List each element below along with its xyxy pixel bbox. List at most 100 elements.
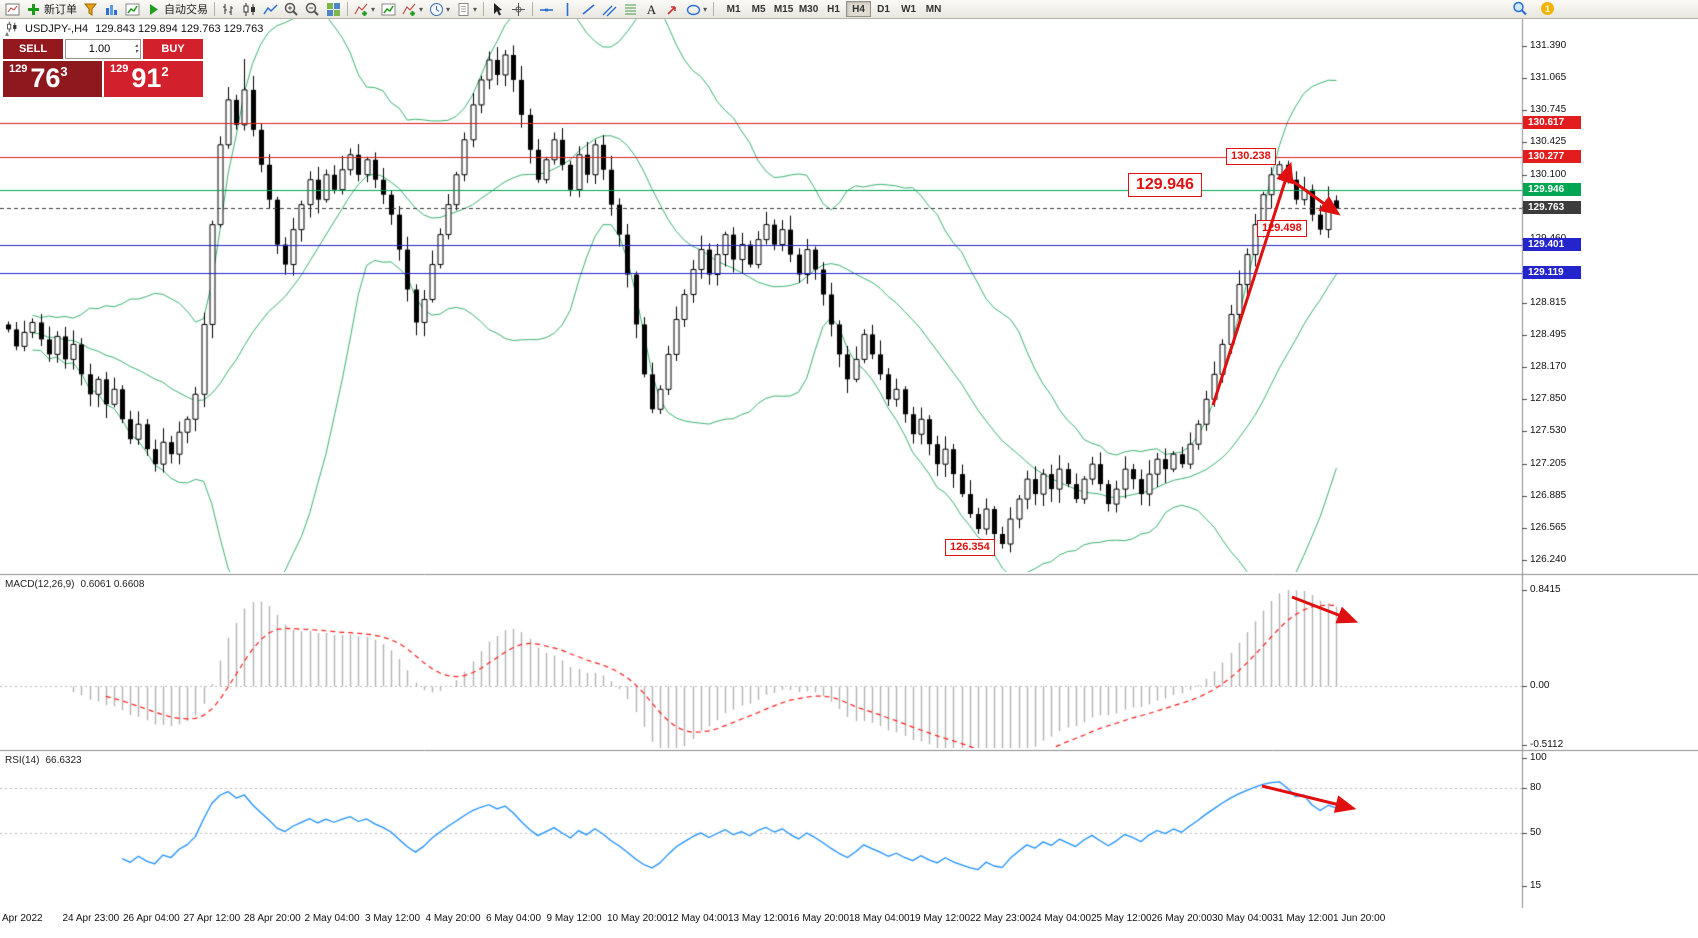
macd-indicator-label: MACD(12,26,9) 0.6061 0.6608 xyxy=(5,579,150,590)
text-button[interactable]: A xyxy=(641,1,662,18)
dropdown-arrow-icon[interactable]: ▾ xyxy=(419,4,424,14)
timeframe-h1-button[interactable]: H1 xyxy=(821,1,846,17)
price-annotation[interactable]: 129.946 xyxy=(1128,173,1202,197)
time-axis-label: 2 May 04:00 xyxy=(304,913,360,924)
rsi-axis-label: 100 xyxy=(1530,752,1547,763)
zoom-out-button[interactable] xyxy=(302,1,323,18)
fibonacci-button[interactable] xyxy=(620,1,641,18)
timeframe-m30-button[interactable]: M30 xyxy=(796,1,821,17)
timeframe-w1-button[interactable]: W1 xyxy=(896,1,921,17)
time-axis-label: 9 May 12:00 xyxy=(546,913,602,924)
rsi-axis-label: 50 xyxy=(1530,827,1542,838)
spin-up-icon[interactable]: ▴ xyxy=(134,43,138,49)
sell-price[interactable]: 129 763 xyxy=(3,61,102,97)
time-axis-label: 28 Apr 20:00 xyxy=(244,913,301,924)
favorites-button[interactable] xyxy=(80,1,101,18)
volume-spinner[interactable]: ▴ ▾ xyxy=(133,43,140,55)
price-annotation[interactable]: 129.498 xyxy=(1257,220,1307,237)
tile-windows-button[interactable] xyxy=(323,1,344,18)
market-watch-icon xyxy=(104,2,119,17)
price-tick-label: 130.425 xyxy=(1530,136,1567,148)
time-axis-label: 19 May 12:00 xyxy=(909,913,971,924)
buy-button[interactable]: BUY xyxy=(143,39,203,59)
periods-icon xyxy=(429,2,444,17)
zoom-in-icon xyxy=(284,2,299,17)
spin-down-icon[interactable]: ▾ xyxy=(134,49,138,55)
chart-window-button[interactable] xyxy=(2,1,23,18)
price-tick-label: 127.205 xyxy=(1530,457,1567,469)
volume-input[interactable] xyxy=(66,42,133,56)
text-label-button[interactable] xyxy=(662,1,683,18)
profiles-button[interactable] xyxy=(378,1,399,18)
time-axis[interactable]: Apr 2022 24 Apr 23:00 26 Apr 04:00 27 Apr 1… xyxy=(0,908,1698,938)
price-tick-label: 128.495 xyxy=(1530,328,1567,340)
dropdown-arrow-icon[interactable]: ▾ xyxy=(371,4,376,14)
time-axis-label: 12 May 04:00 xyxy=(667,913,729,924)
price-annotation[interactable]: 126.354 xyxy=(945,539,995,556)
timeframe-h4-button[interactable]: H4 xyxy=(846,1,872,17)
indicators-icon xyxy=(402,2,417,17)
equidistant-channel-icon xyxy=(602,2,617,17)
candlestick-mode-button[interactable] xyxy=(239,1,260,18)
data-window-icon xyxy=(125,2,140,17)
price-marker-129.946: 129.946 xyxy=(1523,183,1581,197)
dropdown-arrow-icon[interactable]: ▾ xyxy=(446,4,451,14)
timeframe-m5-button[interactable]: M5 xyxy=(746,1,771,17)
templates-button[interactable]: ▾ xyxy=(453,1,480,18)
timeframe-m1-button[interactable]: M1 xyxy=(721,1,746,17)
sell-button[interactable]: SELL xyxy=(3,39,63,59)
trendline-button[interactable] xyxy=(578,1,599,18)
indicators-button[interactable]: ▾ xyxy=(399,1,426,18)
favorites-icon xyxy=(83,2,98,17)
crosshair-icon xyxy=(511,2,526,17)
toolbar: 新订单 自动交易 ▾ ▾ ▾ ▾ A ▾ M1 M5 M15 M30 H1 H4 D1 W1 MN 1 xyxy=(0,0,1698,19)
buy-price-point: 2 xyxy=(161,64,169,79)
new-order-button[interactable]: 新订单 xyxy=(23,1,80,18)
cursor-button[interactable] xyxy=(487,1,508,18)
candlestick-mode-icon xyxy=(242,2,257,17)
sell-price-point: 3 xyxy=(60,64,68,79)
buy-price-pips: 91 xyxy=(131,63,162,93)
time-axis-label: 30 May 04:00 xyxy=(1212,913,1273,924)
auto-trading-button[interactable]: 自动交易 xyxy=(143,1,211,18)
text-icon: A xyxy=(644,2,659,17)
shapes-button[interactable]: ▾ xyxy=(683,1,710,18)
timeframe-d1-button[interactable]: D1 xyxy=(871,1,896,17)
one-click-collapse-toggle[interactable]: ▴ xyxy=(5,29,10,38)
auto-trading-label: 自动交易 xyxy=(164,4,208,16)
crosshair-button[interactable] xyxy=(508,1,529,18)
line-chart-mode-button[interactable] xyxy=(260,1,281,18)
new-chart-button[interactable]: ▾ xyxy=(351,1,378,18)
volume-field[interactable]: ▴▾ xyxy=(65,39,141,59)
equidistant-channel-button[interactable] xyxy=(599,1,620,18)
time-axis-label: 6 May 04:00 xyxy=(486,913,542,924)
data-window-button[interactable] xyxy=(122,1,143,18)
horizontal-line-button[interactable] xyxy=(536,1,557,18)
dropdown-arrow-icon[interactable]: ▾ xyxy=(473,4,478,14)
bar-chart-mode-button[interactable] xyxy=(218,1,239,18)
timeframe-mn-button[interactable]: MN xyxy=(921,1,946,17)
dropdown-arrow-icon[interactable]: ▾ xyxy=(703,4,708,14)
periods-button[interactable]: ▾ xyxy=(426,1,453,18)
macd-axis-label: 0.00 xyxy=(1530,680,1550,692)
toolbar-separator xyxy=(347,2,348,16)
price-marker-129.401: 129.401 xyxy=(1523,237,1581,251)
macd-name: MACD(12,26,9) xyxy=(5,579,75,590)
search-icon[interactable] xyxy=(1512,1,1527,16)
zoom-out-icon xyxy=(305,2,320,17)
symbol-title: USDJPY-,H4 xyxy=(25,22,89,35)
price-axis[interactable]: 131.390 131.065 130.745 130.425 130.100 129.7… xyxy=(1522,0,1698,938)
market-watch-button[interactable] xyxy=(101,1,122,18)
price-tick-label: 128.815 xyxy=(1530,296,1567,308)
symbol-ohlc: 129.843 129.894 129.763 129.763 xyxy=(95,22,264,35)
svg-text:A: A xyxy=(647,2,657,17)
price-annotation[interactable]: 130.238 xyxy=(1226,148,1276,165)
timeframe-m15-button[interactable]: M15 xyxy=(771,1,796,17)
community-icon[interactable]: 1 xyxy=(1540,1,1555,16)
buy-price[interactable]: 129 912 xyxy=(104,61,203,97)
new-chart-icon xyxy=(354,2,369,17)
vertical-line-button[interactable] xyxy=(557,1,578,18)
zoom-in-button[interactable] xyxy=(281,1,302,18)
